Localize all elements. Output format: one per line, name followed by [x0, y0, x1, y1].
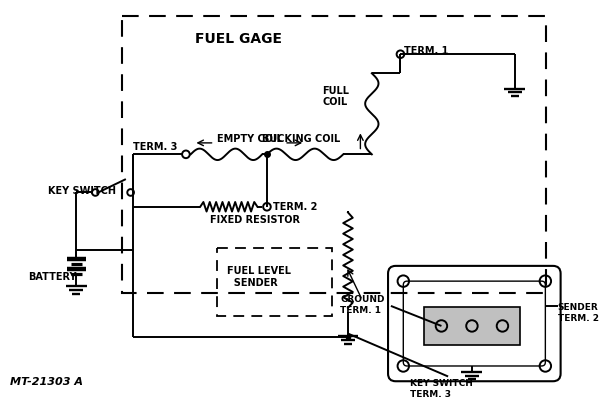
Text: KEY SWITCH: KEY SWITCH: [47, 185, 116, 196]
Text: TERM. 1: TERM. 1: [404, 45, 449, 56]
Text: EMPTY COIL: EMPTY COIL: [217, 134, 283, 144]
Text: FULL
COIL: FULL COIL: [322, 85, 349, 107]
Text: TERM. 2: TERM. 2: [272, 202, 317, 211]
Text: GROUND
TERM. 1: GROUND TERM. 1: [340, 295, 385, 314]
Text: TERM. 3: TERM. 3: [133, 142, 178, 152]
Text: FUEL LEVEL
  SENDER: FUEL LEVEL SENDER: [227, 265, 291, 287]
Text: MT-21303 A: MT-21303 A: [10, 376, 83, 386]
Text: KEY SWITCH
TERM. 3: KEY SWITCH TERM. 3: [410, 378, 473, 398]
Text: FIXED RESISTOR: FIXED RESISTOR: [210, 215, 300, 225]
Text: FUEL GAGE: FUEL GAGE: [195, 32, 282, 46]
Text: BUCKING COIL: BUCKING COIL: [262, 134, 340, 144]
Bar: [424, 307, 520, 345]
Bar: [217, 248, 332, 317]
Bar: [122, 17, 547, 293]
Text: BATTERY: BATTERY: [29, 271, 77, 281]
Text: SENDER
TERM. 2: SENDER TERM. 2: [558, 302, 599, 322]
